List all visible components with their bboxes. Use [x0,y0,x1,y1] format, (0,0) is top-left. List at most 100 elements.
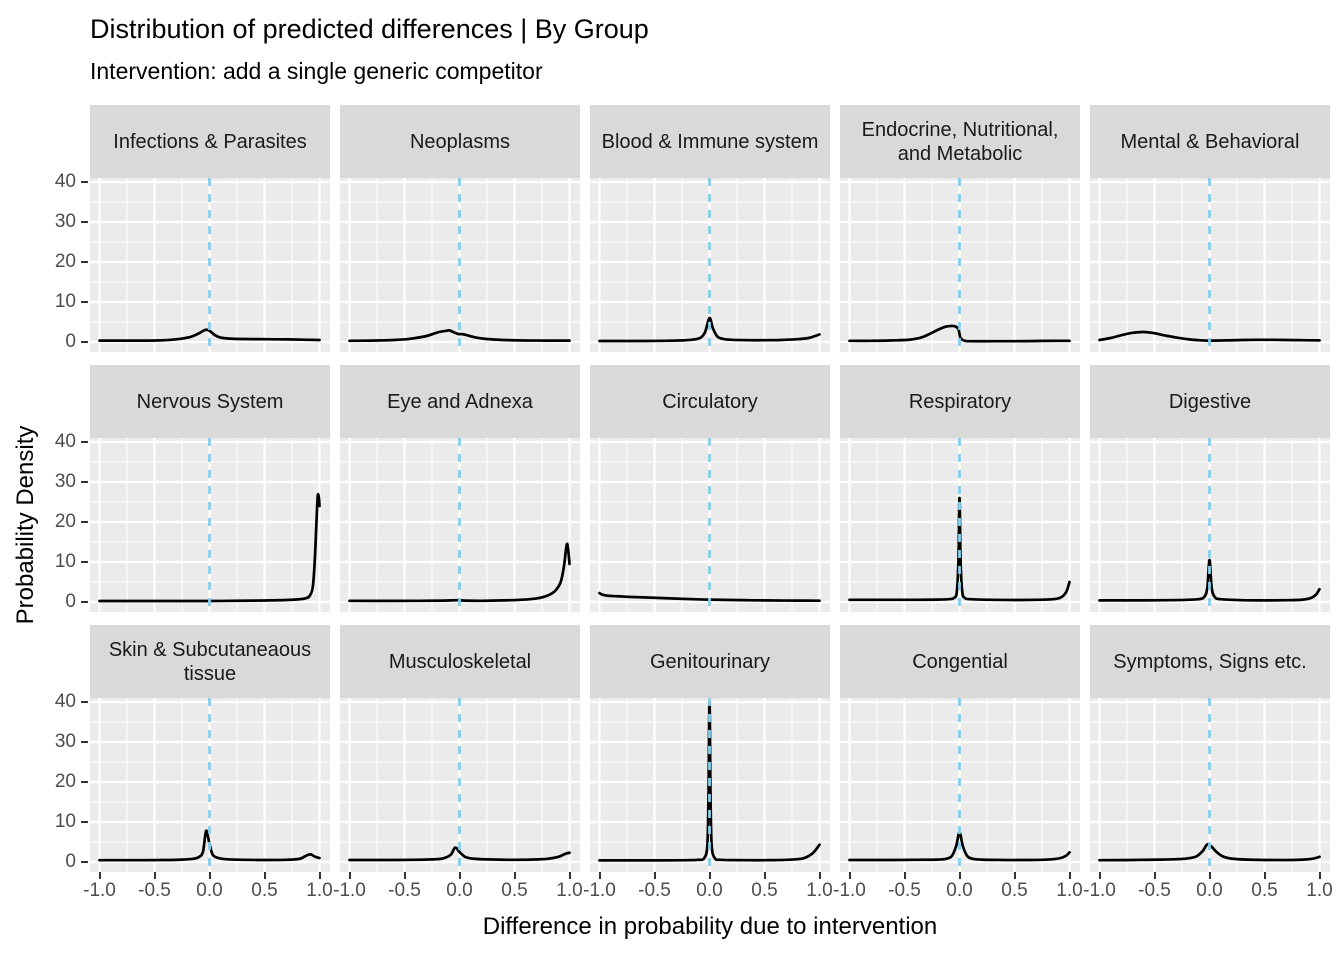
strip-label: Infections & Parasites [113,130,307,153]
y-tick-label: 20 [54,511,76,532]
x-tick-label: 0.0 [696,880,723,901]
facet-strip: Endocrine, Nutritional, and Metabolic [840,105,1080,178]
strip-label: Symptoms, Signs etc. [1113,650,1307,673]
y-tick-mark [81,521,88,523]
facet-panel [1090,178,1330,352]
x-tick-mark [403,872,406,879]
facet-panel [90,178,330,352]
facet-strip: Neoplasms [340,105,580,178]
strip-label: Nervous System [136,390,284,413]
x-tick-label: -1.0 [333,880,366,901]
density-curve [848,831,1071,862]
x-tick-mark [598,872,601,879]
y-tick-mark [81,341,88,343]
strip-label: Blood & Immune system [601,130,819,153]
facet-strip: Respiratory [840,365,1080,438]
density-curve [1098,330,1321,342]
x-tick-label: -0.5 [388,880,421,901]
x-tick-mark [208,872,211,879]
x-tick-label: 0.0 [196,880,223,901]
x-tick-mark [1098,872,1101,879]
x-tick-mark [318,872,321,879]
y-tick-label: 10 [54,811,76,832]
facet-strip: Symptoms, Signs etc. [1090,625,1330,698]
facet-strip: Skin & Subcutaneaous tissue [90,625,330,698]
density-curve [348,328,571,343]
facet-panel [590,698,830,872]
facet-strip: Mental & Behavioral [1090,105,1330,178]
facet-panel [840,438,1080,612]
strip-label: Skin & Subcutaneaous tissue [108,638,312,685]
x-tick-label: 1.0 [306,880,333,901]
plot-subtitle: Intervention: add a single generic compe… [90,58,543,84]
x-tick-mark [1068,872,1071,879]
x-tick-mark [1208,872,1211,879]
y-tick-mark [81,261,88,263]
x-tick-mark [818,872,821,879]
x-tick-label: -1.0 [833,880,866,901]
x-tick-label: -1.0 [83,880,116,901]
x-tick-mark [1153,872,1156,879]
y-tick-mark [81,481,88,483]
facet-strip: Eye and Adnexa [340,365,580,438]
facet-panel [1090,698,1330,872]
density-curve [348,846,571,862]
facet-panel [590,178,830,352]
y-tick-mark [81,861,88,863]
y-tick-mark [81,821,88,823]
x-tick-mark [98,872,101,879]
facet-strip: Musculoskeletal [340,625,580,698]
density-curve [98,829,321,862]
strip-label: Neoplasms [409,130,511,153]
facet-panel [340,178,580,352]
x-tick-mark [153,872,156,879]
strip-label: Respiratory [908,390,1012,413]
strip-label: Genitourinary [649,650,771,673]
x-tick-label: 0.0 [446,880,473,901]
strip-label: Eye and Adnexa [387,390,533,413]
x-tick-label: 1.0 [1056,880,1083,901]
facet-strip: Infections & Parasites [90,105,330,178]
x-tick-label: 1.0 [556,880,583,901]
y-tick-mark [81,301,88,303]
facet-panel [840,178,1080,352]
y-tick-label: 0 [65,851,76,872]
x-tick-mark [1013,872,1016,879]
y-tick-label: 40 [54,691,76,712]
x-tick-label: 0.5 [1001,880,1028,901]
facet-strip: Congential [840,625,1080,698]
density-curve [598,591,821,603]
x-tick-label: -0.5 [1138,880,1171,901]
strip-label: Circulatory [662,390,758,413]
y-tick-label: 0 [65,331,76,352]
x-tick-mark [653,872,656,879]
facet-panel [340,698,580,872]
x-tick-label: 0.5 [1251,880,1278,901]
density-curve [98,328,321,342]
strip-label: Congential [912,650,1008,673]
strip-label: Digestive [1168,390,1252,413]
facet-strip: Nervous System [90,365,330,438]
x-tick-mark [1263,872,1266,879]
x-tick-label: -0.5 [888,880,921,901]
x-tick-label: 0.5 [751,880,778,901]
y-tick-label: 20 [54,771,76,792]
density-curve [1098,842,1321,862]
x-tick-mark [513,872,516,879]
x-tick-mark [458,872,461,879]
x-tick-mark [763,872,766,879]
x-tick-label: -1.0 [583,880,616,901]
plot-title: Distribution of predicted differences | … [90,14,649,44]
strip-label: Musculoskeletal [388,650,532,673]
x-tick-mark [568,872,571,879]
y-tick-label: 30 [54,731,76,752]
x-tick-label: 0.0 [946,880,973,901]
y-tick-mark [81,441,88,443]
x-axis-title: Difference in probability due to interve… [482,913,938,940]
x-tick-mark [1318,872,1321,879]
x-tick-mark [263,872,266,879]
y-tick-label: 20 [54,251,76,272]
facet-panel [590,438,830,612]
y-tick-mark [81,741,88,743]
